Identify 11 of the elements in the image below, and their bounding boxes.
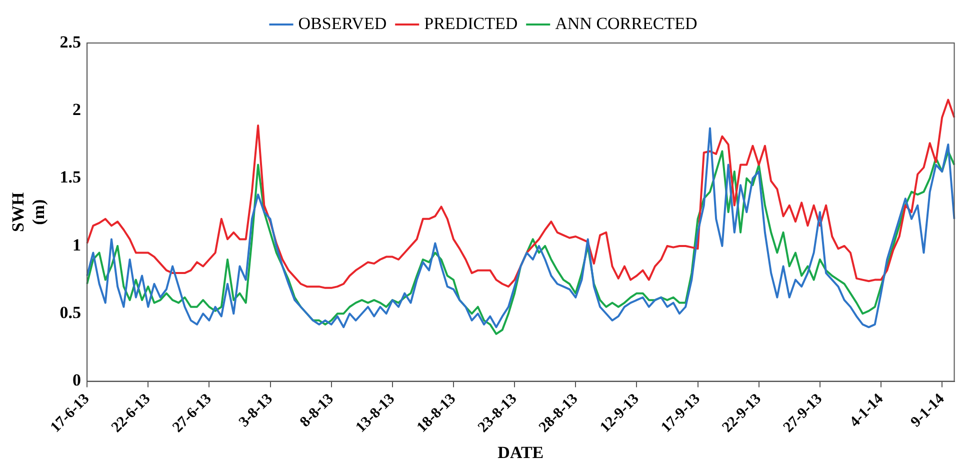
legend-label: OBSERVED — [298, 14, 387, 33]
y-tick-label: 2.5 — [60, 32, 82, 52]
y-tick-label: 0.5 — [60, 303, 82, 322]
x-axis-title: DATE — [498, 443, 544, 462]
y-tick-label: 2 — [72, 100, 82, 120]
legend-label: PREDICTED — [424, 14, 518, 33]
y-axis-title: SWH (m) — [8, 192, 48, 232]
y-tick-label: 1 — [72, 235, 82, 254]
y-tick-label: 1.5 — [60, 168, 82, 187]
y-tick-label: 0 — [72, 370, 82, 390]
legend-label: ANN CORRECTED — [555, 14, 698, 33]
